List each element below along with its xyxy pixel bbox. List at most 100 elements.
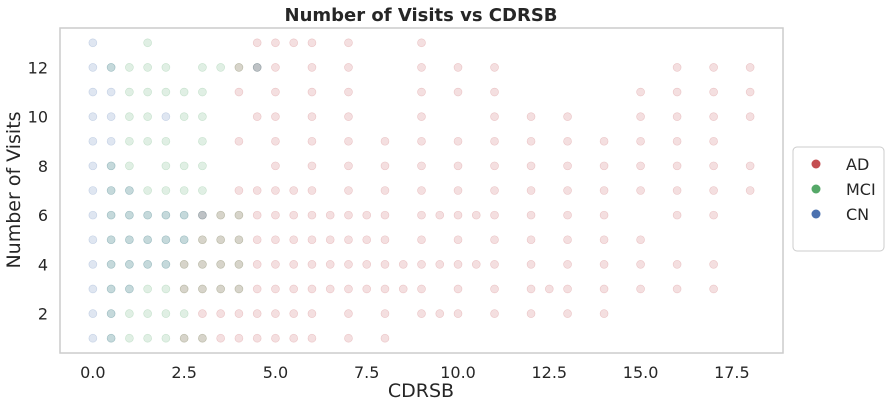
data-point-ad <box>362 260 372 269</box>
data-point-ad <box>709 87 718 97</box>
data-point-ad <box>417 161 426 171</box>
y-tick-label: 2 <box>38 305 48 324</box>
data-point-ad <box>490 235 499 245</box>
data-point-ad <box>709 210 718 220</box>
series-ad <box>179 38 755 343</box>
data-point-ad <box>636 284 645 294</box>
data-point-ad <box>398 260 408 269</box>
data-point-ad <box>271 136 280 146</box>
data-point-cn <box>161 112 171 121</box>
data-point-ad <box>490 161 499 171</box>
data-point-ad <box>453 260 463 269</box>
data-point-ad <box>362 210 372 220</box>
data-point-ad <box>252 112 262 121</box>
data-point-mci <box>161 136 171 146</box>
data-point-mci <box>161 63 171 72</box>
data-point-ad <box>380 186 390 195</box>
data-point-ad <box>526 136 536 146</box>
data-point-ad <box>307 309 317 318</box>
data-point-cn <box>88 309 98 318</box>
data-point-ad <box>745 87 755 97</box>
data-point-mci <box>216 210 225 220</box>
data-point-ad <box>417 309 426 318</box>
data-point-cn <box>161 235 171 245</box>
data-point-mci <box>198 186 207 195</box>
data-point-ad <box>344 38 353 48</box>
data-point-ad <box>398 284 408 294</box>
data-point-mci <box>143 260 152 269</box>
x-tick-label: 7.5 <box>354 363 379 382</box>
data-point-ad <box>307 260 317 269</box>
data-point-cn <box>106 284 116 294</box>
data-point-ad <box>380 333 390 343</box>
x-tick-label: 2.5 <box>171 363 196 382</box>
data-point-ad <box>490 284 499 294</box>
x-tick-label: 12.5 <box>531 363 567 382</box>
plot-frame <box>59 27 784 354</box>
data-point-ad <box>252 284 262 294</box>
data-point-ad <box>453 235 463 245</box>
data-point-ad <box>709 161 718 171</box>
data-point-ad <box>234 186 244 195</box>
data-point-ad <box>344 87 353 97</box>
data-point-ad <box>490 186 499 195</box>
data-point-ad <box>234 260 244 269</box>
data-point-ad <box>307 38 317 48</box>
legend-item-ad: AD <box>811 155 869 174</box>
data-point-cn <box>106 333 116 343</box>
data-point-mci <box>161 235 171 245</box>
data-point-mci <box>161 87 171 97</box>
data-point-ad <box>563 186 572 195</box>
data-point-ad <box>325 260 335 269</box>
data-point-ad <box>709 136 718 146</box>
data-point-ad <box>435 260 445 269</box>
data-point-ad <box>417 235 426 245</box>
data-point-ad <box>672 112 682 121</box>
data-point-ad <box>417 112 426 121</box>
data-point-ad <box>216 210 225 220</box>
data-point-mci <box>179 309 189 318</box>
ticks-layer: 0.0 2.5 5.0 7.5 10.0 12.5 15.0 17.5 2 4 6 8 10 12 <box>28 58 750 382</box>
data-point-ad <box>453 284 463 294</box>
data-point-mci <box>198 87 207 97</box>
data-point-ad <box>344 309 353 318</box>
data-point-ad <box>198 235 207 245</box>
data-point-ad <box>252 235 262 245</box>
data-point-ad <box>252 333 262 343</box>
data-point-mci <box>179 186 189 195</box>
data-point-mci <box>106 161 116 171</box>
data-point-ad <box>216 333 225 343</box>
data-point-mci <box>179 284 189 294</box>
data-point-ad <box>216 235 225 245</box>
legend-label: AD <box>846 155 869 174</box>
data-point-ad <box>252 186 262 195</box>
data-point-mci <box>106 309 116 318</box>
data-point-ad <box>289 210 299 220</box>
data-point-ad <box>325 235 335 245</box>
data-point-ad <box>745 112 755 121</box>
data-point-ad <box>417 136 426 146</box>
data-point-mci <box>198 112 207 121</box>
data-point-mci <box>252 63 262 72</box>
data-point-mci <box>161 210 171 220</box>
data-point-mci <box>179 260 189 269</box>
x-tick-label: 5.0 <box>263 363 288 382</box>
data-point-ad <box>344 260 353 269</box>
data-point-ad <box>490 87 499 97</box>
data-point-mci <box>125 210 134 220</box>
data-point-ad <box>435 309 445 318</box>
data-point-ad <box>307 136 317 146</box>
y-tick-label: 8 <box>38 157 48 176</box>
data-point-cn <box>88 284 98 294</box>
data-point-cn <box>88 136 98 146</box>
data-point-cn <box>106 136 116 146</box>
data-point-mci <box>198 333 207 343</box>
data-point-mci <box>198 136 207 146</box>
data-point-cn <box>106 87 116 97</box>
series-mci <box>106 38 262 343</box>
data-point-ad <box>344 235 353 245</box>
data-point-ad <box>453 309 463 318</box>
data-point-ad <box>417 186 426 195</box>
data-point-ad <box>490 260 499 269</box>
